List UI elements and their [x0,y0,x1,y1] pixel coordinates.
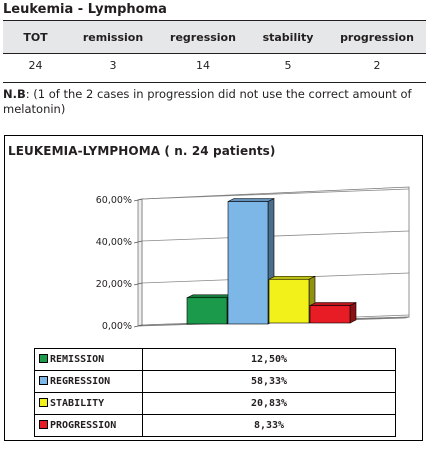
column-header-regression: regression [170,31,236,44]
progression-swatch [39,419,48,429]
legend-value-progression: 8,33% [142,414,396,437]
legend-label-stability: STABILITY [50,398,105,409]
chart-title: LEUKEMIA-LYMPHOMA ( n. 24 patients) [8,144,276,158]
bar-front [268,278,310,324]
stability-swatch [39,397,48,407]
gridline [141,230,410,242]
value-stability: 5 [284,59,292,72]
title-rule [3,20,426,21]
summary-header-rule [3,53,426,54]
note-label: N.B [3,87,26,101]
value-remission: 3 [109,59,117,72]
summary-bottom-rule [3,82,426,83]
legend-label-progression: PROGRESSION [50,420,117,431]
legend-label-regression: REGRESSION [50,376,111,387]
bar-front [186,297,228,325]
summary-header-band [3,21,426,53]
chart-side-wall [137,198,143,327]
legend-label-cell: REMISSION [34,348,143,371]
y-tick-label: 60,00% [96,195,132,206]
legend-row: STABILITY 20,83% [34,392,396,415]
bar-remission [186,294,234,325]
legend-table: REMISSION 12,50% REGRESSION 58,33% STABI… [34,348,396,437]
value-progression: 2 [373,59,381,72]
tick-mark [133,282,143,286]
bar-top [268,275,316,280]
legend-label-cell: STABILITY [34,392,143,415]
y-tick-label: 40,00% [96,237,132,248]
column-header-tot: TOT [23,31,48,44]
y-axis-ticks: 0,00% 20,00% 40,00% 60,00% [96,195,132,332]
tick-mark [133,240,143,244]
bar-side [349,302,357,324]
tick-mark [133,324,143,328]
bar-top [227,198,275,202]
legend-value-stability: 20,83% [142,392,396,415]
bars [186,198,357,325]
note-text: N.B: (1 of the 2 cases in progression di… [3,87,428,117]
y-tick-label: 20,00% [96,279,132,290]
note-body: : (1 of the 2 cases in progression did n… [3,87,412,116]
legend-label-cell: PROGRESSION [34,414,143,437]
legend-label-remission: REMISSION [50,354,105,365]
gridline [141,188,410,200]
bar-front [309,305,351,324]
legend-row: REMISSION 12,50% [34,348,396,371]
remission-swatch [39,353,48,363]
legend-value-regression: 58,33% [142,370,396,393]
legend-row: REGRESSION 58,33% [34,370,396,393]
bar-top [309,302,357,306]
bar-front [227,201,269,325]
page-title: Leukemia - Lymphoma [3,2,167,17]
legend-label-cell: REGRESSION [34,370,143,393]
bar-stability [268,275,316,324]
tick-mark [133,198,143,202]
bar-progression [309,302,357,324]
legend-row: PROGRESSION 8,33% [34,414,396,437]
value-regression: 14 [196,59,210,72]
column-header-stability: stability [262,31,314,44]
bar-regression [227,198,275,325]
bar-top [186,294,234,299]
value-tot: 24 [28,59,43,72]
y-tick-label: 0,00% [102,321,132,332]
column-header-remission: remission [82,31,144,44]
column-header-progression: progression [340,31,414,44]
legend-value-remission: 12,50% [142,348,396,371]
regression-swatch [39,375,48,385]
